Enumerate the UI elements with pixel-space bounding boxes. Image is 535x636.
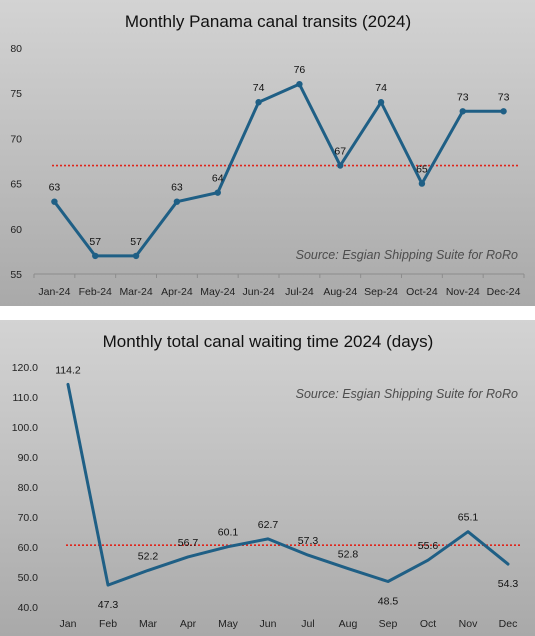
data-label: 65 [416, 164, 428, 176]
x-tick-label: Jul [301, 618, 314, 630]
x-tick-label: Sep-24 [364, 286, 398, 298]
data-point [132, 252, 140, 260]
data-label: 55.6 [418, 540, 439, 552]
x-tick-label: Oct-24 [406, 286, 438, 298]
x-tick-label: Nov [459, 618, 478, 630]
data-label: 52.8 [338, 549, 359, 561]
chart-title: Monthly Panama canal transits (2024) [125, 12, 411, 31]
series-line [52, 82, 506, 258]
data-point [418, 180, 426, 187]
chart-title: Monthly total canal waiting time 2024 (d… [103, 332, 434, 351]
x-tick-label: Apr-24 [161, 286, 193, 298]
data-label: 65.1 [458, 512, 479, 524]
x-tick-label: Oct [420, 618, 436, 630]
x-tick-label: Dec [499, 618, 518, 630]
data-label: 54.3 [498, 578, 519, 590]
y-tick-label: 120.0 [12, 362, 38, 374]
transits-chart: Monthly Panama canal transits (2024) 55 60… [10, 12, 525, 298]
data-label: 76 [294, 64, 306, 76]
chart-source-note: Source: Esgian Shipping Suite for RoRo [296, 248, 518, 262]
data-label: 52.2 [138, 550, 159, 562]
data-point [296, 80, 303, 88]
x-tick-label: Jun [260, 618, 277, 630]
x-tick-label: Jun-24 [243, 286, 275, 298]
series-line [66, 382, 510, 587]
transits-chart-panel: Monthly Panama canal transits (2024) 55 60… [0, 0, 535, 306]
data-point [459, 108, 466, 115]
data-label: 63 [49, 182, 61, 194]
data-label: 57 [130, 236, 142, 248]
data-label: 67 [334, 146, 346, 158]
data-label: 57.3 [298, 535, 319, 547]
x-tick-label: May [218, 618, 239, 630]
y-tick-label: 65 [10, 179, 22, 191]
data-point [377, 99, 385, 106]
data-point [51, 198, 58, 205]
x-tick-label: May-24 [200, 286, 235, 298]
y-tick-label: 75 [10, 88, 22, 100]
data-point [92, 252, 99, 260]
data-point [337, 162, 344, 169]
x-tick-label: Nov-24 [446, 286, 480, 298]
x-tick-label: Feb [99, 618, 117, 630]
y-tick-label: 50.0 [18, 572, 39, 584]
data-label: 73 [457, 91, 469, 103]
y-tick-label: 70.0 [18, 512, 39, 524]
data-point [500, 108, 507, 115]
x-tick-label: Sep [379, 618, 398, 630]
data-label: 114.2 [55, 364, 81, 376]
y-tick-label: 80.0 [18, 482, 39, 494]
x-tick-label: Jul-24 [285, 286, 314, 298]
x-tick-label: Jan [60, 618, 77, 630]
data-label: 60.1 [218, 527, 239, 539]
data-label: 64 [212, 173, 224, 185]
data-label: 74 [253, 82, 265, 94]
data-point [173, 198, 181, 205]
data-point [214, 189, 221, 196]
data-label: 47.3 [98, 599, 119, 611]
data-label: 63 [171, 182, 183, 194]
data-label: 57 [89, 236, 101, 248]
data-point [255, 99, 262, 106]
x-tick-label: Feb-24 [79, 286, 112, 298]
waiting-time-chart: Monthly total canal waiting time 2024 (d… [12, 332, 522, 630]
y-tick-label: 80 [10, 43, 22, 55]
x-tick-label: Jan-24 [38, 286, 70, 298]
waiting-time-chart-panel: Monthly total canal waiting time 2024 (d… [0, 320, 535, 636]
y-tick-label: 60.0 [18, 542, 39, 554]
data-label: 56.7 [178, 537, 199, 549]
data-label: 62.7 [258, 519, 279, 531]
y-tick-label: 40.0 [18, 602, 39, 614]
x-tick-label: Dec-24 [487, 286, 521, 298]
y-tick-label: 55 [10, 269, 22, 281]
x-tick-label: Aug [339, 618, 358, 630]
data-label: 48.5 [378, 596, 399, 608]
x-tick-label: Apr [180, 618, 197, 630]
x-tick-label: Mar [139, 618, 158, 630]
data-label: 73 [498, 91, 510, 103]
x-tick-label: Aug-24 [323, 286, 357, 298]
chart-source-note: Source: Esgian Shipping Suite for RoRo [296, 387, 518, 401]
x-tick-label: Mar-24 [119, 286, 152, 298]
y-tick-label: 70 [10, 133, 22, 145]
y-tick-label: 90.0 [18, 452, 39, 464]
y-tick-label: 100.0 [12, 422, 38, 434]
data-label: 74 [375, 82, 387, 94]
y-tick-label: 110.0 [13, 392, 39, 404]
y-tick-label: 60 [10, 224, 22, 236]
